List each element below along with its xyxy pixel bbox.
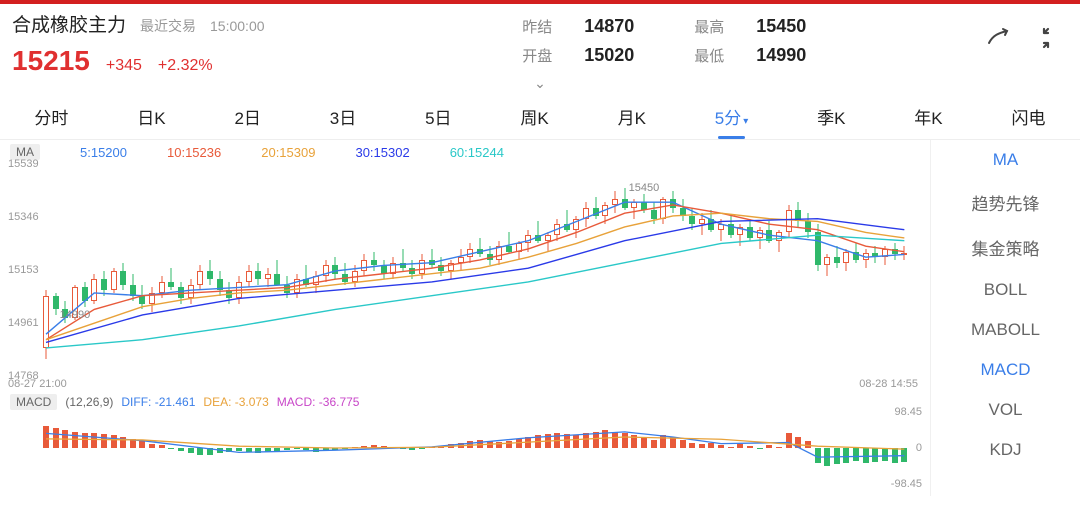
x-axis-label: 08-28 14:55: [859, 378, 918, 390]
stat-prevclose: 14870: [574, 16, 634, 37]
indicator-sidebar: MA趋势先锋集金策略BOLLMABOLLMACDVOLKDJ: [930, 140, 1080, 496]
period-tab-9[interactable]: 年K: [908, 102, 948, 131]
indicator-KDJ[interactable]: KDJ: [931, 430, 1080, 470]
indicator-集金策略[interactable]: 集金策略: [931, 225, 1080, 270]
price-annotation: 15450: [629, 182, 660, 194]
period-tab-8[interactable]: 季K: [811, 102, 851, 131]
ma-legend: MA5:1520010:1523620:1530930:1530260:1524…: [0, 140, 930, 164]
stat-open-label: 开盘: [522, 45, 552, 66]
macd-params: (12,26,9): [65, 395, 113, 409]
price-annotation: 14990: [60, 309, 91, 321]
period-tab-7[interactable]: 5分▾: [709, 102, 755, 131]
period-tab-2[interactable]: 2日: [228, 102, 266, 131]
stat-high: 15450: [746, 16, 806, 37]
expand-chevron-icon[interactable]: ⌄: [0, 75, 1080, 92]
ma-legend-1: 10:15236: [167, 145, 221, 160]
macd-legend-0: DIFF: -21.461: [121, 395, 195, 409]
macd-badge: MACD: [10, 394, 57, 410]
period-tab-6[interactable]: 月K: [612, 102, 652, 131]
indicator-MA[interactable]: MA: [931, 140, 1080, 180]
macd-legend: MACD (12,26,9) DIFF: -21.461 DEA: -3.073 MAC…: [0, 392, 930, 412]
last-price: 15215: [12, 45, 90, 77]
header-stats: 昨结 14870 开盘 15020 最高 15450 最低 14990: [265, 10, 984, 66]
ma-legend-4: 60:15244: [450, 145, 504, 160]
ma-legend-2: 20:15309: [261, 145, 315, 160]
ma-legend-3: 30:15302: [355, 145, 409, 160]
collapse-icon[interactable]: [1032, 24, 1060, 52]
last-trade-time: 15:00:00: [210, 18, 265, 34]
indicator-MACD[interactable]: MACD: [931, 350, 1080, 390]
period-tab-10[interactable]: 闪电: [1005, 102, 1051, 131]
header: 合成橡胶主力 最近交易 15:00:00 15215 +345 +2.32% 昨…: [0, 4, 1080, 77]
header-icons: [984, 10, 1068, 52]
macd-chart[interactable]: 98.450-98.45: [6, 412, 924, 484]
chart-area[interactable]: MA5:1520010:1523620:1530930:1530260:1524…: [0, 140, 930, 496]
instrument-title: 合成橡胶主力: [12, 10, 126, 37]
indicator-趋势先锋[interactable]: 趋势先锋: [931, 180, 1080, 225]
period-tab-1[interactable]: 日K: [131, 102, 171, 131]
period-tab-4[interactable]: 5日: [419, 102, 457, 131]
last-trade-label: 最近交易: [140, 16, 196, 36]
stat-prevclose-label: 昨结: [522, 16, 552, 37]
price-change: +345: [106, 57, 142, 75]
indicator-MABOLL[interactable]: MABOLL: [931, 310, 1080, 350]
draw-icon[interactable]: [984, 24, 1012, 52]
period-tab-5[interactable]: 周K: [514, 102, 554, 131]
price-chart[interactable]: 155391534615153149611476808-27 21:0008-2…: [6, 164, 924, 376]
period-tabs: 分时 日K 2日 3日 5日 周K 月K 5分▾ 季K 年K 闪电: [0, 92, 1080, 140]
macd-legend-2: MACD: -36.775: [277, 395, 360, 409]
header-left: 合成橡胶主力 最近交易 15:00:00 15215 +345 +2.32%: [12, 10, 265, 77]
indicator-BOLL[interactable]: BOLL: [931, 270, 1080, 310]
period-tab-0[interactable]: 分时: [28, 102, 74, 131]
stat-high-label: 最高: [694, 16, 724, 37]
period-tab-3[interactable]: 3日: [324, 102, 362, 131]
macd-legend-1: DEA: -3.073: [203, 395, 268, 409]
stat-open: 15020: [574, 45, 634, 66]
ma-legend-0: 5:15200: [80, 145, 127, 160]
x-axis-label: 08-27 21:00: [8, 378, 67, 390]
stat-low-label: 最低: [694, 45, 724, 66]
stat-low: 14990: [746, 45, 806, 66]
price-change-pct: +2.32%: [158, 57, 213, 75]
indicator-VOL[interactable]: VOL: [931, 390, 1080, 430]
